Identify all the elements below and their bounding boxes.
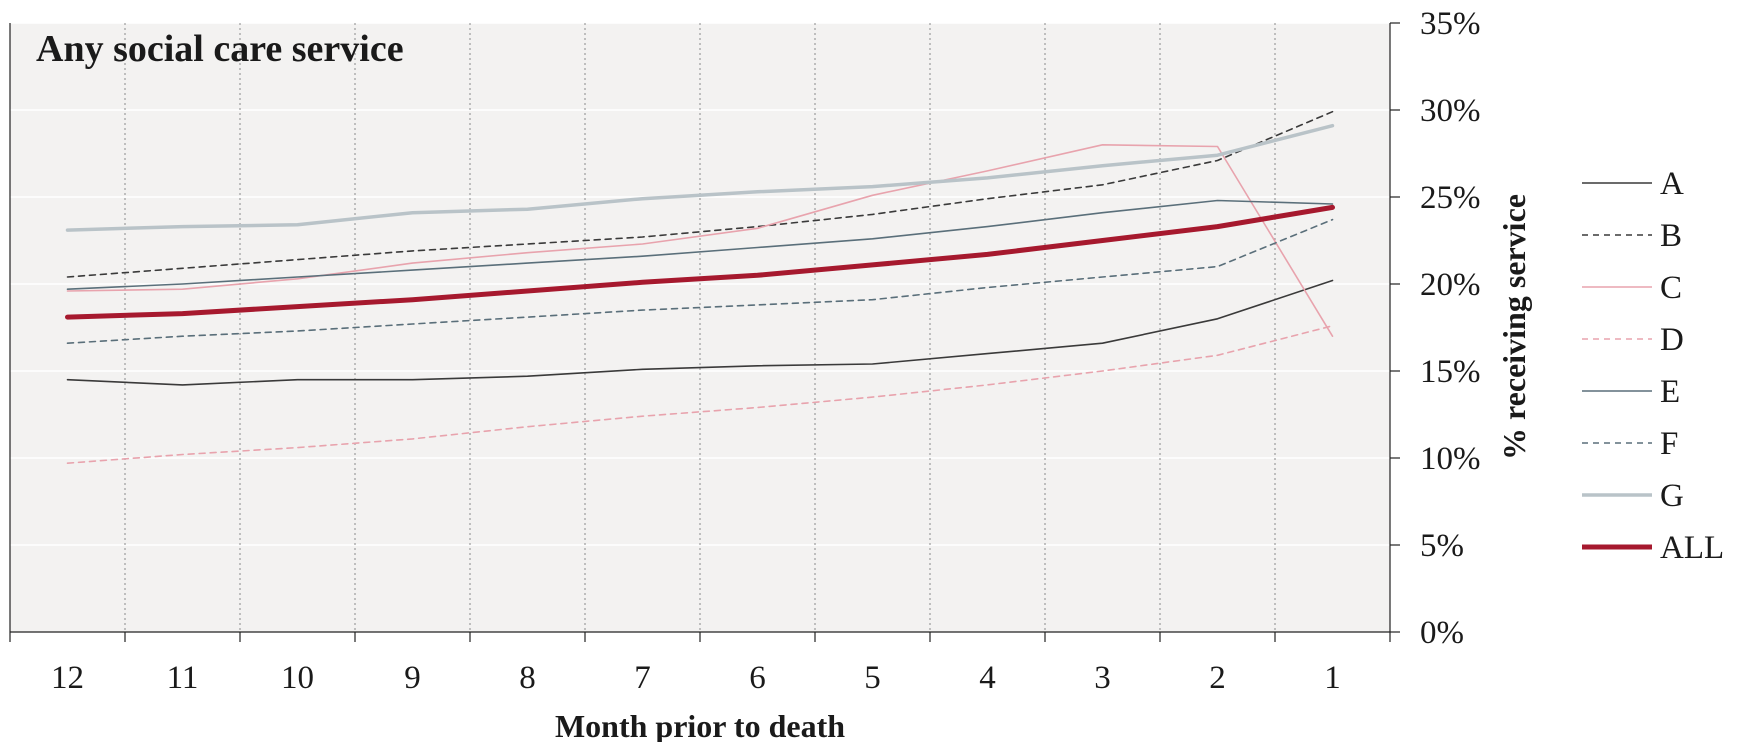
legend-label-d: D [1660, 322, 1684, 358]
x-tick-label: 5 [864, 660, 881, 696]
y-tick-label: 5% [1420, 528, 1464, 564]
y-tick-label: 35% [1420, 6, 1481, 42]
series-lines [65, 110, 1335, 465]
y-tick-label: 25% [1420, 180, 1481, 216]
x-tick-label: 1 [1324, 660, 1341, 696]
chart-title: Any social care service [36, 28, 404, 70]
y-axis-ticks: 0% 5% 10% 15% 20% 25% 30% 35% [1390, 6, 1481, 651]
x-tick-label: 12 [51, 660, 84, 696]
series-line-d [66, 324, 1334, 465]
y-tick-label: 0% [1420, 615, 1464, 651]
series-line-c [66, 144, 1334, 338]
y-tick-label: 10% [1420, 441, 1481, 477]
series-line-a [66, 279, 1334, 386]
series-line-e [66, 199, 1334, 291]
legend-label-e: E [1660, 374, 1680, 410]
series-line-f [66, 218, 1334, 345]
x-tick-label: 7 [634, 660, 651, 696]
y-tick-label: 15% [1420, 354, 1481, 390]
vertical-gridlines [124, 23, 1276, 632]
y-tick-label: 20% [1420, 267, 1481, 303]
x-tick-label: 3 [1094, 660, 1111, 696]
legend-label-all: ALL [1660, 530, 1724, 566]
legend-label-f: F [1660, 426, 1678, 462]
legend-label-b: B [1660, 218, 1682, 254]
legend-label-c: C [1660, 270, 1682, 306]
series-line-all [65, 204, 1335, 320]
series-line-b [66, 110, 1334, 278]
x-tick-label: 4 [979, 660, 996, 696]
x-axis-title: Month prior to death [555, 708, 845, 742]
x-axis-ticks: 12 11 10 9 8 7 6 5 4 3 2 1 [9, 632, 1391, 696]
x-tick-label: 9 [404, 660, 421, 696]
legend-label-a: A [1660, 166, 1684, 202]
y-axis-title: % receiving service [1496, 194, 1532, 460]
x-tick-label: 6 [749, 660, 766, 696]
x-tick-label: 11 [167, 660, 199, 696]
x-tick-label: 10 [281, 660, 314, 696]
series-line-g [65, 123, 1335, 232]
legend-label-g: G [1660, 478, 1684, 514]
x-tick-label: 2 [1209, 660, 1226, 696]
y-tick-label: 30% [1420, 93, 1481, 129]
x-tick-label: 8 [519, 660, 536, 696]
